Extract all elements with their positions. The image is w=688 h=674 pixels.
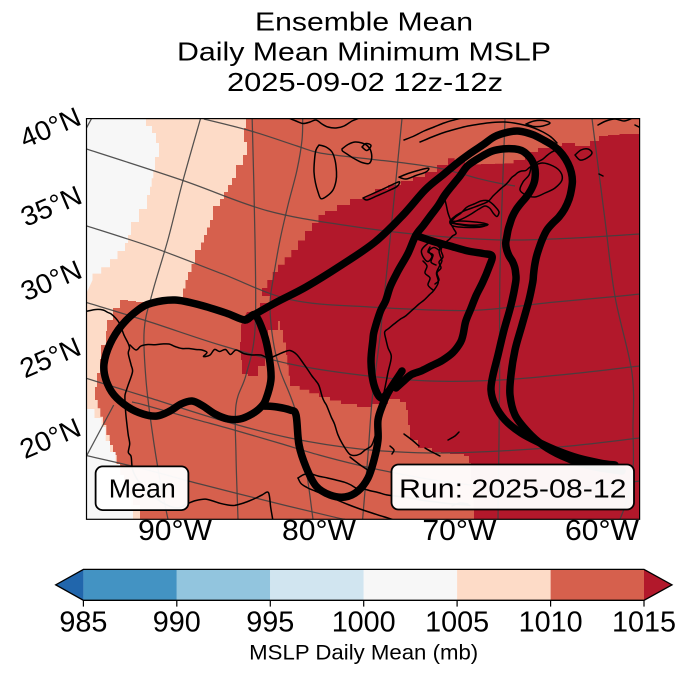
svg-text:1015: 1015 — [612, 607, 676, 639]
svg-text:990: 990 — [153, 607, 201, 639]
svg-text:Mean: Mean — [109, 475, 176, 503]
svg-text:80°W: 80°W — [282, 515, 357, 547]
svg-text:1010: 1010 — [519, 607, 583, 639]
svg-text:Ensemble Mean: Ensemble Mean — [255, 7, 473, 37]
svg-text:MSLP Daily Mean (mb): MSLP Daily Mean (mb) — [249, 641, 478, 665]
svg-text:2025-09-02 12z-12z: 2025-09-02 12z-12z — [227, 67, 503, 97]
svg-text:70°W: 70°W — [422, 515, 497, 547]
svg-text:Daily Mean Minimum MSLP: Daily Mean Minimum MSLP — [177, 37, 551, 67]
svg-text:60°W: 60°W — [565, 515, 640, 547]
svg-text:985: 985 — [59, 607, 107, 639]
svg-text:Run: 2025-08-12: Run: 2025-08-12 — [399, 475, 627, 503]
svg-text:995: 995 — [246, 607, 294, 639]
svg-text:1005: 1005 — [425, 607, 489, 639]
svg-text:90°W: 90°W — [138, 515, 213, 547]
svg-text:1000: 1000 — [332, 607, 396, 639]
